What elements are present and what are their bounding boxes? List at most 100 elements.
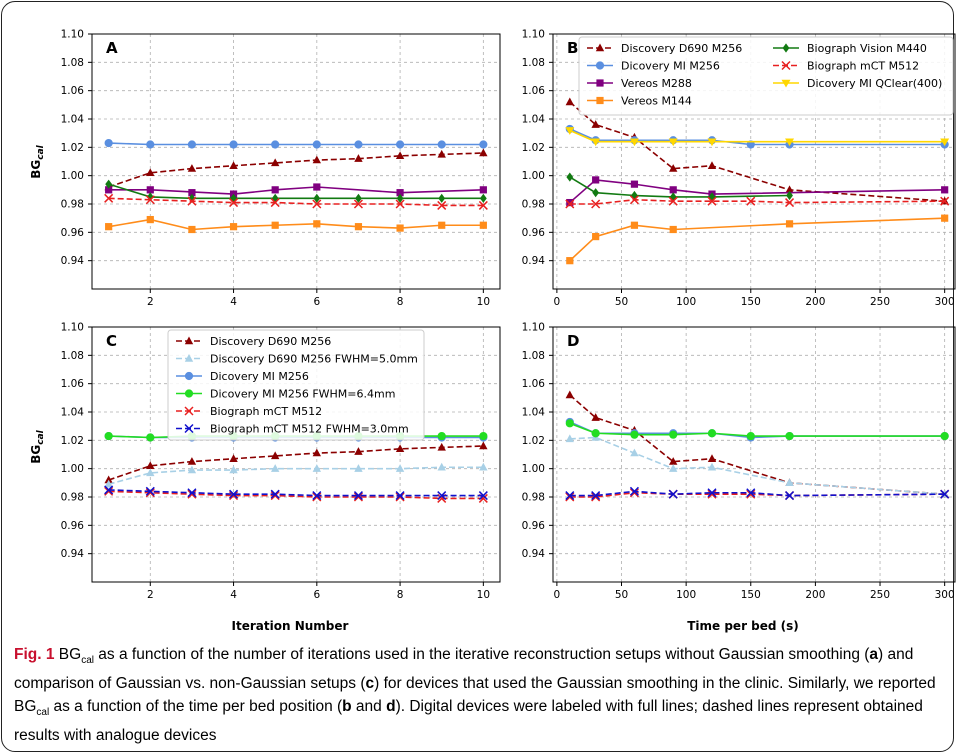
x-tick-label: 0 <box>554 589 561 601</box>
y-tick-label: 1.10 <box>61 29 84 41</box>
data-point-biograph_vision <box>313 193 321 203</box>
data-point-qclear <box>629 138 639 147</box>
data-point-discovery_d690 <box>229 161 238 169</box>
y-tick-label: 1.04 <box>522 407 546 419</box>
data-point-discovery_d690 <box>591 120 600 128</box>
series-line-vereos_m144 <box>108 218 484 231</box>
legend-label: Dicovery MI M256 FWHM=6.4mm <box>210 388 395 401</box>
data-point-biograph_mct_fwhm <box>104 485 114 495</box>
data-point-discovery_d690 <box>312 155 322 164</box>
data-point-biograph_mct <box>270 491 280 501</box>
x-tick-label: 100 <box>676 296 696 308</box>
data-point-biograph_mct <box>746 489 756 499</box>
data-point-biograph_vision <box>396 193 404 203</box>
data-point-discovery_d690 <box>565 390 575 399</box>
caption-figure-label: Fig. 1 <box>14 646 55 663</box>
caption-text-4: ) for devices that used the Gaussian smo… <box>14 675 936 716</box>
data-point-discovery_mi_fwhm <box>437 431 446 441</box>
data-point-discovery_mi_fwhm <box>707 429 717 438</box>
data-point-biograph_mct <box>707 489 717 499</box>
data-point-discovery_d690 <box>312 448 322 457</box>
data-point-vereos_m288 <box>313 183 321 191</box>
data-point-vereos_m144 <box>592 232 600 241</box>
data-point-biograph_mct_fwhm <box>270 489 280 499</box>
data-point-vereos_m144 <box>396 224 404 232</box>
x-tick-label: 4 <box>230 589 237 601</box>
data-point-discovery_d690 <box>229 454 238 462</box>
legend-box <box>578 36 954 116</box>
data-point-discovery_d690 <box>395 151 405 160</box>
data-point-biograph_mct_fwhm <box>145 486 155 496</box>
data-point-discovery_mi_fwhm <box>591 429 600 438</box>
series-line-biograph_mct <box>569 198 945 205</box>
caption-ref-d: d <box>386 698 396 716</box>
data-point-biograph_mct <box>353 492 363 502</box>
series-line-discovery_mi_fwhm <box>569 422 945 437</box>
data-point-discovery_d690_fwhm <box>312 464 322 472</box>
y-tick-label: 0.94 <box>61 548 85 560</box>
data-point-discovery_mi_fwhm <box>565 419 574 428</box>
data-point-biograph_mct <box>229 491 239 501</box>
data-point-vereos_m144 <box>354 223 363 231</box>
y-tick-label: 1.04 <box>522 114 546 126</box>
data-point-discovery_d690_fwhm <box>104 479 113 488</box>
data-point-vereos_m144 <box>229 223 238 231</box>
caption-ref-c: c <box>365 675 375 693</box>
data-point-biograph_mct <box>353 199 363 209</box>
data-point-biograph_mct <box>312 199 322 209</box>
panel-label: D <box>567 332 579 350</box>
data-point-vereos_m144 <box>188 225 196 234</box>
data-point-biograph_mct <box>395 199 405 209</box>
data-point-discovery_mi <box>437 140 446 149</box>
data-point-discovery_mi <box>271 140 280 149</box>
y-tick-label: 1.10 <box>522 322 545 334</box>
series-line-biograph_vision <box>569 176 790 198</box>
data-point-qclear <box>707 138 717 147</box>
data-point-vereos_m288 <box>146 186 154 194</box>
caption-text-2: as a function of the number of iteration… <box>93 646 870 663</box>
y-tick-label: 0.96 <box>522 520 546 532</box>
legend: Discovery D690 M256 Discovery D690 M256 F… <box>167 329 425 441</box>
y-tick-label: 1.02 <box>522 435 545 447</box>
data-point-biograph_vision <box>479 193 487 203</box>
x-tick-label: 200 <box>805 296 825 308</box>
data-point-discovery_mi <box>312 140 321 149</box>
x-tick-label: 4 <box>230 296 237 308</box>
data-point-biograph_mct <box>785 198 795 208</box>
legend-label: Biograph Vision M440 <box>807 42 927 55</box>
data-point-biograph_mct_fwhm <box>940 489 950 499</box>
data-point-biograph_mct <box>145 195 155 205</box>
data-point-vereos_m288 <box>479 186 487 194</box>
legend-label: Dicovery MI M256 <box>621 60 720 73</box>
data-point-biograph_vision <box>786 190 793 201</box>
y-tick-label: 1.02 <box>61 435 84 447</box>
data-point-biograph_mct <box>629 488 639 498</box>
data-point-biograph_mct_fwhm <box>395 491 405 501</box>
data-point-discovery_mi <box>229 140 238 149</box>
data-point-biograph_vision <box>146 192 154 202</box>
legend-marker-discovery_mi <box>595 61 605 70</box>
y-tick-label: 0.98 <box>522 199 545 211</box>
data-point-biograph_vision <box>438 193 446 203</box>
legend-box <box>167 329 425 441</box>
x-tick-label: 300 <box>935 296 955 308</box>
data-point-qclear <box>940 138 950 147</box>
x-tick-label: 50 <box>615 589 628 601</box>
legend-label: Biograph mCT M512 FWHM=3.0mm <box>210 423 409 436</box>
panel-label: A <box>106 39 118 57</box>
x-tick-label: 10 <box>477 296 490 308</box>
y-tick-label: 0.98 <box>61 492 84 504</box>
data-point-biograph_mct_fwhm <box>353 491 363 501</box>
data-point-discovery_d690 <box>270 158 280 167</box>
series-line-vereos_m288 <box>569 179 945 204</box>
data-point-discovery_d690 <box>395 444 405 453</box>
x-tick-label: 0 <box>554 296 561 308</box>
caption-text-6: ). Digital devices were labeled with ful… <box>14 698 923 745</box>
data-point-discovery_d690 <box>591 413 600 421</box>
data-point-discovery_mi_fwhm <box>104 431 113 441</box>
y-tick-label: 1.06 <box>61 378 85 390</box>
legend-label: Dicovery MI QClear(400) <box>807 77 942 90</box>
data-point-vereos_m144 <box>105 223 113 231</box>
data-point-biograph_mct_fwhm <box>629 486 639 496</box>
legend-label: Biograph mCT M512 <box>807 60 919 73</box>
